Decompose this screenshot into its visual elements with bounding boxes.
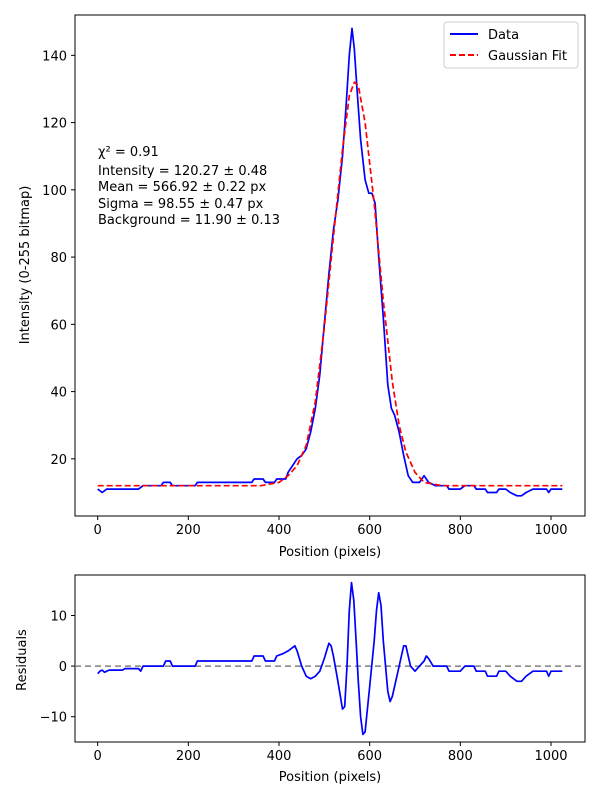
main-y-ticks: 20 40 60 80 100 120 140	[42, 49, 75, 468]
main-y-tick-label: 60	[50, 318, 67, 333]
main-y-tick-label: 100	[42, 184, 67, 199]
main-plot-frame	[74, 14, 586, 517]
main-y-axis-label: Intensity (0-255 bitmap)	[18, 186, 33, 345]
main-x-tick-label: 200	[176, 523, 201, 538]
residuals-plot: 0 200 400 600 800 1000 −10 0 10 Position (pixel…	[15, 574, 586, 785]
main-series-gaussian-fit	[97, 81, 563, 487]
main-y-tick-label: 140	[42, 49, 67, 64]
residuals-x-tick-label: 800	[448, 749, 473, 764]
residuals-x-ticks: 0 200 400 600 800 1000	[94, 742, 568, 764]
main-x-tick-label: 600	[357, 523, 382, 538]
annotation-sigma: Sigma = 98.55 ± 0.47 px	[98, 197, 264, 212]
residuals-y-tick-label: 0	[59, 660, 67, 675]
residuals-y-ticks: −10 0 10	[40, 609, 75, 726]
residuals-x-tick-label: 600	[357, 749, 382, 764]
residuals-x-tick-label: 400	[267, 749, 292, 764]
residuals-x-axis-label: Position (pixels)	[279, 770, 381, 785]
main-x-tick-label: 1000	[534, 523, 567, 538]
annotation-chi2: χ² = 0.91	[98, 145, 159, 160]
main-y-tick-label: 40	[50, 386, 67, 401]
main-series-data	[97, 27, 563, 497]
annotation-background: Background = 11.90 ± 0.13	[98, 213, 280, 228]
main-series	[97, 27, 563, 497]
main-x-ticks: 0 200 400 600 800 1000	[94, 516, 568, 538]
main-x-tick-label: 0	[94, 523, 102, 538]
main-x-tick-label: 800	[448, 523, 473, 538]
legend: Data Gaussian Fit	[443, 21, 579, 69]
residuals-series-residuals	[97, 581, 563, 736]
residuals-x-tick-label: 0	[94, 749, 102, 764]
annotation-mean: Mean = 566.92 ± 0.22 px	[98, 180, 267, 195]
main-y-tick-label: 120	[42, 117, 67, 132]
legend-label-gaussian-fit: Gaussian Fit	[488, 49, 567, 64]
main-x-axis-label: Position (pixels)	[279, 545, 381, 560]
residuals-x-tick-label: 1000	[534, 749, 567, 764]
annotation-intensity: Intensity = 120.27 ± 0.48	[98, 164, 267, 179]
residuals-y-axis-label: Residuals	[15, 629, 30, 691]
fit-annotation: χ² = 0.91 Intensity = 120.27 ± 0.48 Mean…	[98, 145, 280, 228]
residuals-y-tick-label: −10	[40, 711, 67, 726]
main-x-tick-label: 400	[267, 523, 292, 538]
residuals-x-tick-label: 200	[176, 749, 201, 764]
residuals-plot-frame	[74, 574, 586, 743]
main-y-tick-label: 80	[50, 251, 67, 266]
legend-label-data: Data	[488, 28, 519, 43]
residuals-series	[97, 581, 563, 736]
main-plot: 0 200 400 600 800 1000 20 40 60 80 100 120 140 Posi…	[18, 14, 586, 560]
main-y-tick-label: 20	[50, 453, 67, 468]
residuals-y-tick-label: 10	[50, 609, 67, 624]
